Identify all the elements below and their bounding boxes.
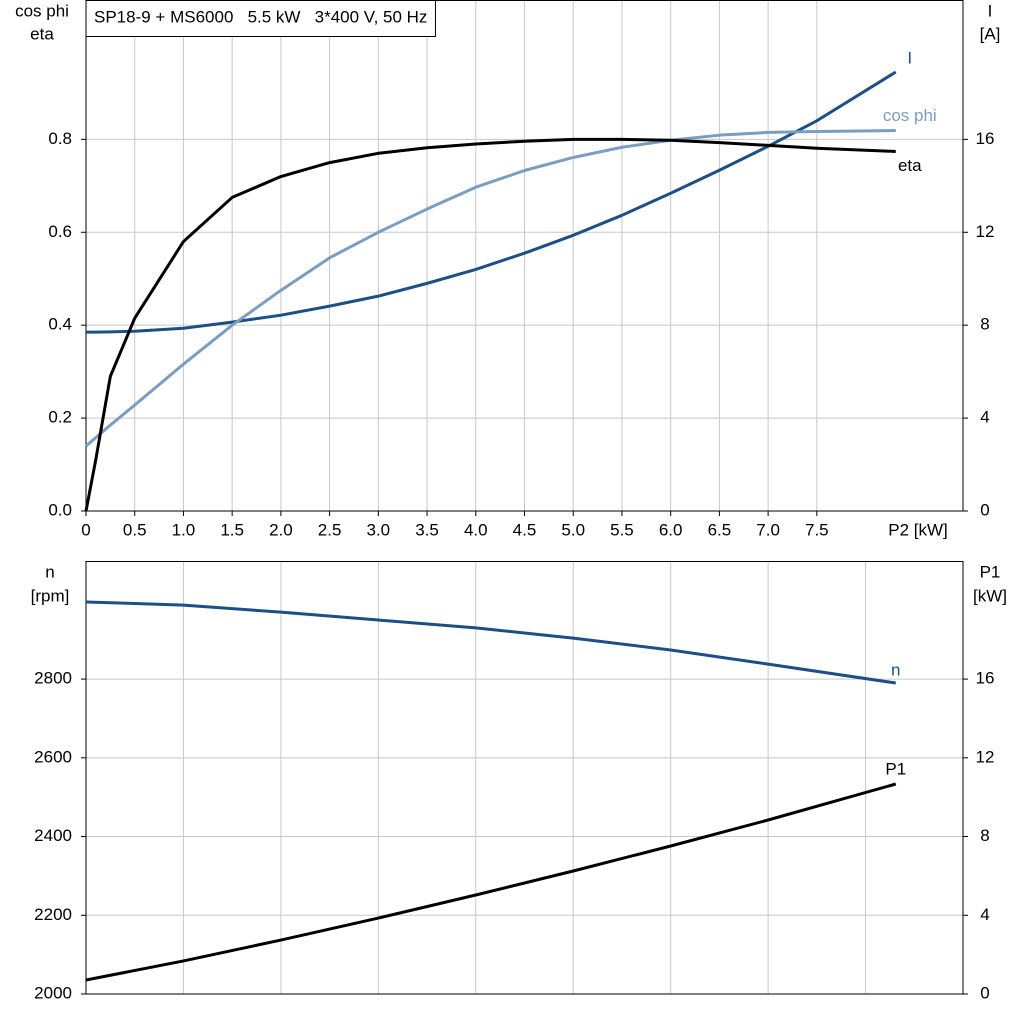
- x-tick-label: 0.5: [123, 520, 147, 539]
- y-tick-label: 2000: [34, 983, 72, 1002]
- x-tick-label: 5.5: [610, 520, 634, 539]
- y2-tick-label: 12: [976, 747, 995, 766]
- y-axis-label: cos phi: [15, 1, 69, 20]
- y-tick-label: 0.2: [48, 408, 72, 427]
- y2-tick-label: 16: [976, 129, 995, 148]
- title-box: [85, 0, 436, 37]
- y2-tick-label: 16: [976, 669, 995, 688]
- y2-tick-label: 8: [980, 315, 989, 334]
- plot-frame: [85, 0, 964, 512]
- x-tick-label: 1.0: [172, 520, 196, 539]
- y-tick-label: 0.0: [48, 500, 72, 519]
- y2-axis-label: [A]: [980, 24, 1001, 43]
- series-label: cos phi: [883, 106, 937, 125]
- y2-tick-label: 4: [980, 408, 989, 427]
- x-tick-label: 3.0: [367, 520, 391, 539]
- x-axis-label: P2 [kW]: [888, 520, 948, 539]
- x-tick-label: 1.5: [220, 520, 244, 539]
- x-tick-label: 6.0: [659, 520, 683, 539]
- y-axis-label: eta: [30, 24, 54, 43]
- y-tick-label: 2400: [34, 826, 72, 845]
- y-tick-label: 0.4: [48, 315, 72, 334]
- y-tick-label: 2200: [34, 905, 72, 924]
- series-line: [86, 70, 897, 334]
- y2-tick-label: 0: [980, 983, 989, 1002]
- y2-tick-label: 0: [980, 500, 989, 519]
- y-tick-label: 2800: [34, 669, 72, 688]
- y-tick-label: 0.6: [48, 222, 72, 241]
- x-tick-label: 2.0: [269, 520, 293, 539]
- y-axis-label: n: [45, 562, 54, 581]
- x-tick-label: 7.0: [756, 520, 780, 539]
- series-line: [85, 600, 896, 685]
- x-tick-label: 4.5: [513, 520, 537, 539]
- series-line: [84, 137, 896, 512]
- x-tick-label: 0: [81, 520, 90, 539]
- y2-tick-label: 4: [980, 905, 989, 924]
- y-axis-label: [rpm]: [31, 586, 70, 605]
- series-label: P1: [885, 759, 906, 778]
- series-label: eta: [898, 156, 922, 175]
- x-tick-label: 5.0: [561, 520, 585, 539]
- y2-axis-label: I: [988, 1, 993, 20]
- y2-tick-label: 12: [976, 222, 995, 241]
- x-tick-label: 4.0: [464, 520, 488, 539]
- series-label: I: [907, 48, 912, 67]
- series-label: n: [891, 661, 900, 680]
- chart-title: SP18-9 + MS6000 5.5 kW 3*400 V, 50 Hz: [94, 7, 427, 26]
- x-tick-label: 6.5: [708, 520, 732, 539]
- y2-axis-label: P1: [980, 562, 1001, 581]
- series-line: [85, 129, 896, 448]
- x-tick-label: 2.5: [318, 520, 342, 539]
- x-tick-label: 7.5: [805, 520, 829, 539]
- y2-tick-label: 8: [980, 826, 989, 845]
- plot-frame: [85, 561, 964, 995]
- y-tick-label: 2600: [34, 747, 72, 766]
- x-tick-label: 3.5: [415, 520, 439, 539]
- series-line: [85, 782, 897, 982]
- y-tick-label: 0.8: [48, 129, 72, 148]
- y2-axis-label: [kW]: [973, 586, 1007, 605]
